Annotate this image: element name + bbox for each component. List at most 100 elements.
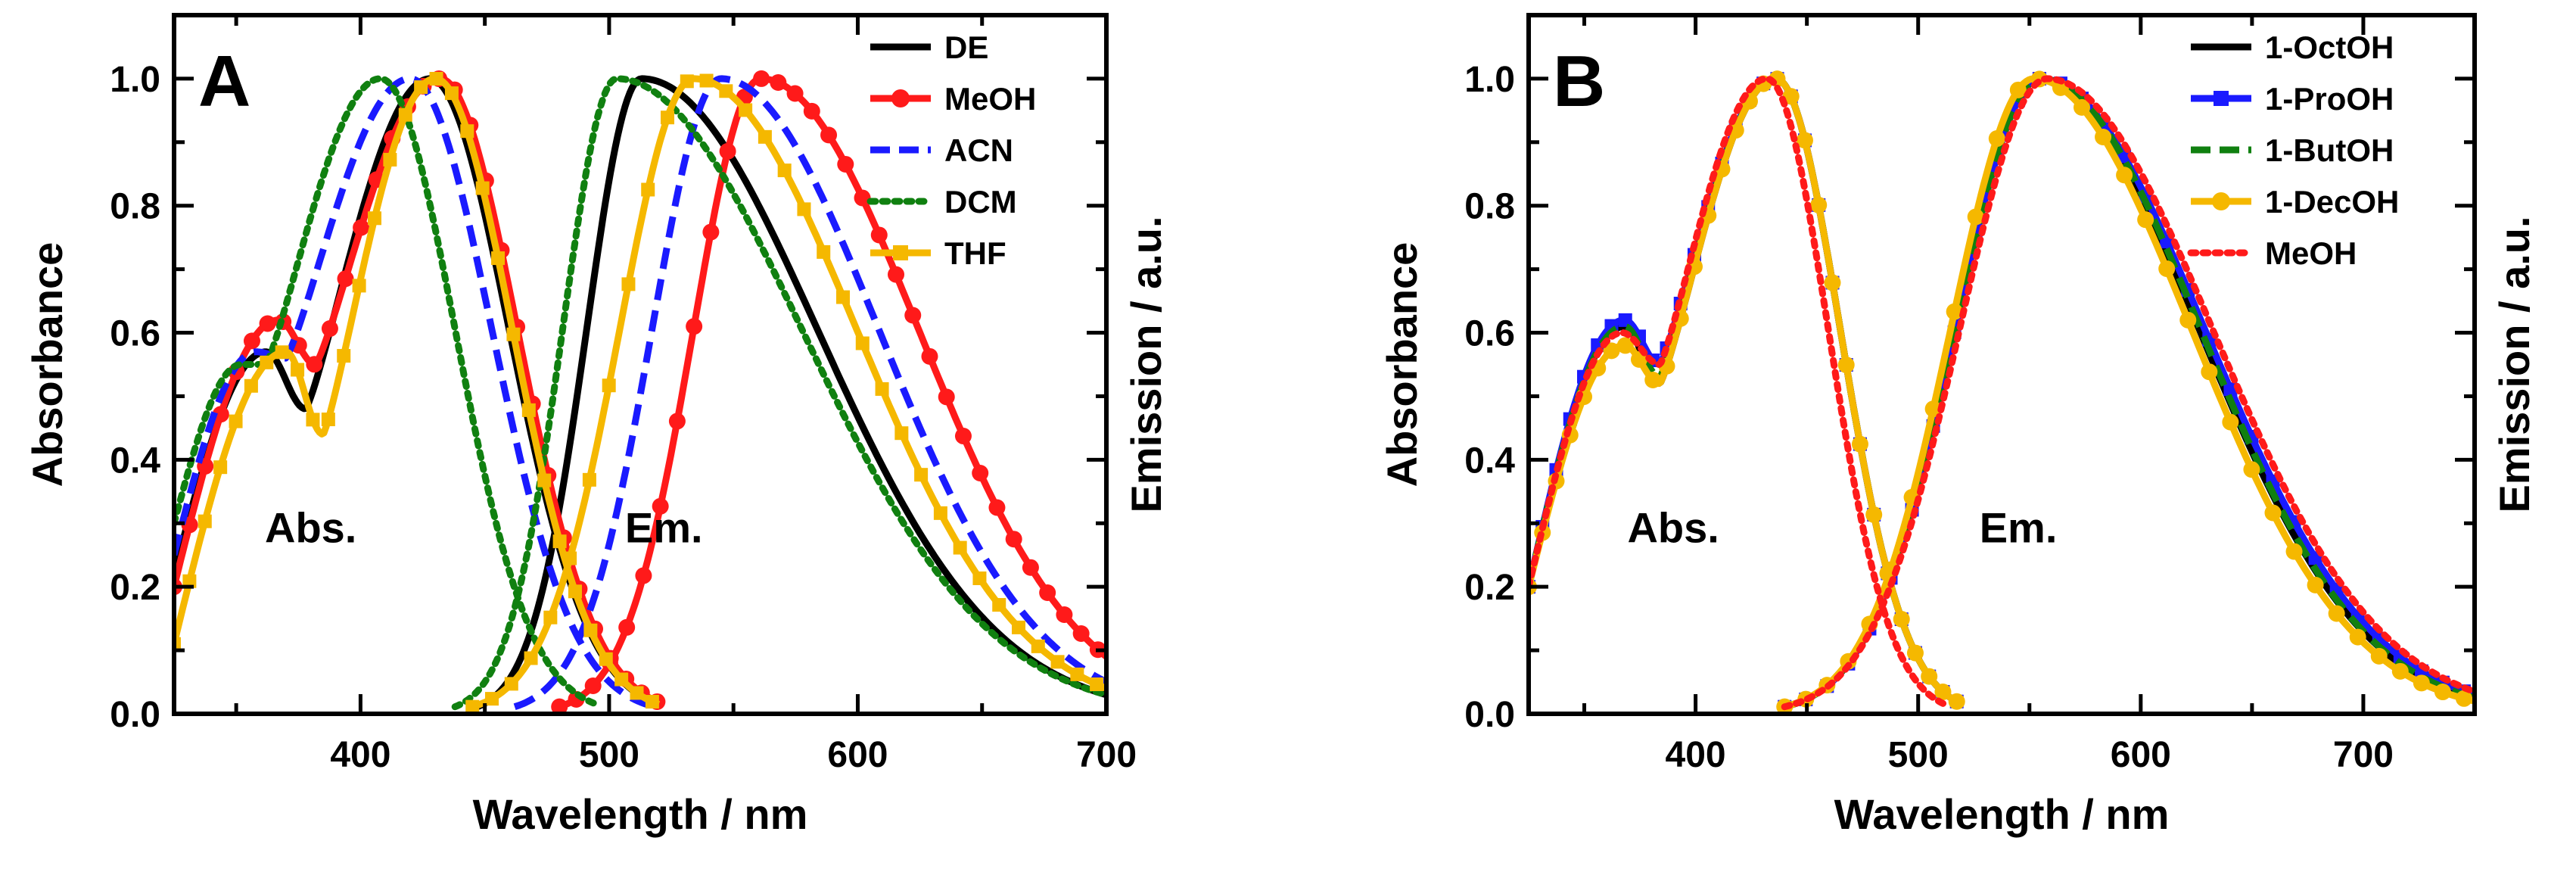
emission-point xyxy=(584,677,602,695)
panel-letter: A xyxy=(198,41,250,122)
annotation-abs: Abs. xyxy=(265,503,356,551)
absorption-point xyxy=(244,378,258,393)
absorption-point xyxy=(1616,337,1634,354)
legend-marker xyxy=(893,245,908,260)
emission-point xyxy=(1031,639,1045,653)
panel-letter: B xyxy=(1553,41,1605,122)
absorption-point xyxy=(337,349,351,363)
y-tick-label: 1.0 xyxy=(1464,60,1515,100)
absorption-point xyxy=(182,574,197,588)
emission-point xyxy=(551,698,568,714)
absorption-point xyxy=(568,584,582,599)
absorption-point xyxy=(429,72,443,86)
emission-point xyxy=(758,129,772,144)
emission-point xyxy=(837,155,854,173)
emission-point xyxy=(1090,677,1104,691)
x-axis-title: Wavelength / nm xyxy=(1834,790,2170,838)
x-tick-label: 400 xyxy=(1666,735,1726,775)
absorption-point xyxy=(306,356,323,373)
emission-point xyxy=(938,388,955,406)
emission-point xyxy=(855,336,870,350)
legend-item: MeOH xyxy=(870,81,1036,117)
plot-frame xyxy=(172,13,1109,716)
absorption-line xyxy=(1529,75,1965,708)
absorption-point xyxy=(212,406,229,423)
emission-point xyxy=(739,103,753,117)
absorption-line xyxy=(1529,75,1949,708)
absorption-point xyxy=(1921,668,1938,685)
emission-point xyxy=(699,73,714,88)
emission-point xyxy=(2116,167,2133,184)
emission-point xyxy=(621,277,636,291)
emission-point xyxy=(641,182,655,197)
emission-point xyxy=(1039,584,1056,601)
emission-point xyxy=(618,618,636,636)
emission-point xyxy=(933,506,947,520)
emission-point xyxy=(1072,625,1090,643)
emission-point xyxy=(719,84,733,98)
emission-point xyxy=(524,651,538,665)
emission-point xyxy=(817,245,831,259)
absorption-point xyxy=(321,413,335,427)
emission-point xyxy=(1967,208,1984,226)
series-acn xyxy=(174,75,1106,710)
emission-point xyxy=(661,111,675,125)
absorption-line xyxy=(174,75,600,708)
legend-item: THF xyxy=(870,235,1006,271)
emission-point xyxy=(875,382,889,396)
emission-point xyxy=(820,126,838,144)
emission-point xyxy=(702,223,720,241)
legend-item: DCM xyxy=(866,184,1017,220)
x-tick-label: 500 xyxy=(1888,735,1949,775)
x-axis-title: Wavelength / nm xyxy=(473,790,808,838)
absorption-point xyxy=(460,124,474,139)
emission-point xyxy=(465,699,480,714)
absorption-point xyxy=(1810,196,1828,213)
absorption-point xyxy=(506,327,521,341)
emission-point xyxy=(777,164,792,178)
absorption-point xyxy=(229,414,243,428)
emission-point xyxy=(2434,684,2451,701)
y-tick-label: 0.0 xyxy=(1464,695,1515,735)
panel-a: 400 500 600 700 0.0 0.2 0.4 0.6 0.8 1.0 Wavelength… xyxy=(23,13,1170,838)
absorption-point xyxy=(352,279,366,293)
emission-point xyxy=(1012,620,1026,634)
y-tick-label: 0.0 xyxy=(110,695,160,735)
absorption-point xyxy=(243,332,260,350)
absorption-point xyxy=(291,363,305,377)
absorption-point xyxy=(1837,357,1855,374)
y-tick-label: 0.4 xyxy=(1464,441,1515,481)
emission-point xyxy=(2095,128,2112,145)
emission-point xyxy=(2009,81,2027,98)
absorption-point xyxy=(1851,435,1868,453)
absorption-point xyxy=(174,637,181,651)
y-axis-title-right: Emission / a.u. xyxy=(1122,216,1170,512)
absorption-point xyxy=(275,345,289,360)
absorption-point xyxy=(475,181,490,195)
emission-point xyxy=(1005,531,1022,548)
absorption-point xyxy=(521,403,536,417)
emission-line xyxy=(476,75,1106,710)
absorption-point xyxy=(1603,342,1620,360)
absorption-point xyxy=(1948,693,1965,710)
legend-label: MeOH xyxy=(2265,235,2357,271)
emission-point xyxy=(1050,655,1065,669)
emission-point xyxy=(2370,647,2388,665)
emission-point xyxy=(2137,211,2154,229)
emission-point xyxy=(1070,667,1084,681)
y-axis-title-left: Absorbance xyxy=(23,242,71,487)
panel-b: 400 500 600 700 0.0 0.2 0.4 0.6 0.8 1.0 Wavelength… xyxy=(1378,13,2538,838)
emission-point xyxy=(2179,311,2197,329)
absorption-point xyxy=(259,315,276,332)
annotation-em: Em. xyxy=(1980,503,2058,551)
emission-point xyxy=(988,499,1006,516)
emission-point xyxy=(680,74,694,89)
absorption-point xyxy=(306,413,320,427)
absorption-point xyxy=(414,80,428,95)
y-axis-title-left: Absorbance xyxy=(1378,242,1426,487)
emission-point xyxy=(1946,303,1963,320)
emission-point xyxy=(635,567,652,584)
legend-item: 1-DecOH xyxy=(2191,184,2399,220)
absorption-point xyxy=(583,623,598,637)
